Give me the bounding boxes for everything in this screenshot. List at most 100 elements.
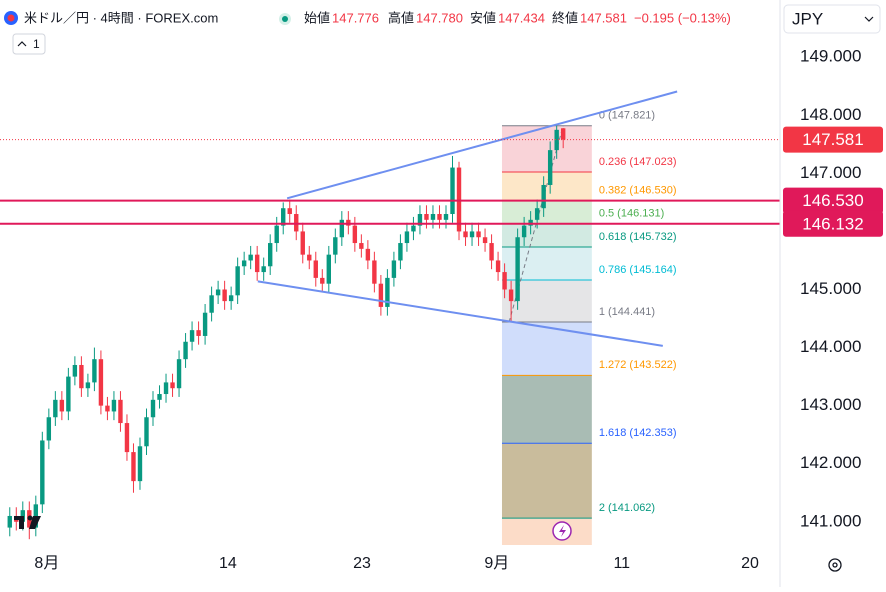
price-badge (783, 187, 883, 214)
fib-level-label: 0 (147.821) (599, 110, 655, 122)
indicator-count: 1 (33, 37, 40, 51)
symbol-icon-inner (7, 14, 15, 22)
x-tick-label: 8月 (34, 555, 59, 572)
fib-band (501, 200, 592, 224)
low-value: 147.434 (498, 10, 545, 25)
fib-band (501, 375, 592, 444)
candle-body (547, 150, 553, 185)
axis-area: 141.000 142.000 143.000 144.000 145.000 147.0… (34, 0, 883, 587)
candle-body (424, 214, 429, 220)
fib-band (501, 443, 592, 519)
candle-body (287, 208, 292, 215)
candle-body (508, 289, 514, 302)
candle-body (254, 254, 260, 273)
candle-body (456, 167, 462, 232)
candle-body (560, 128, 566, 140)
collapse-button[interactable] (12, 33, 46, 55)
candle-body (53, 399, 58, 418)
candle-body (450, 167, 455, 215)
candle-body (144, 417, 149, 447)
candle-body (365, 248, 371, 261)
candle-body (300, 231, 305, 255)
candle-body (515, 237, 520, 302)
candle-body (105, 405, 110, 412)
trend-line (286, 90, 678, 200)
candle-body (333, 237, 338, 255)
currency-dropdown[interactable] (783, 4, 881, 34)
price-badge (783, 210, 883, 237)
candle-body (72, 364, 78, 377)
candle-body (398, 243, 403, 261)
candle-body (391, 260, 397, 278)
candle-body (124, 423, 130, 453)
candle-body (378, 283, 384, 307)
candle-body (476, 231, 481, 238)
fib-level-label: 0.5 (146.131) (599, 208, 664, 220)
last-price-label: 147.581 (802, 130, 863, 149)
currency-label[interactable]: JPY (792, 9, 823, 28)
high-value: 147.780 (416, 10, 463, 25)
candle-body (521, 225, 527, 238)
fib-level-label: 0.786 (145.164) (599, 264, 677, 276)
candle-body (404, 231, 410, 244)
candle-body (294, 214, 299, 232)
candle-body (274, 225, 279, 244)
candle-body (228, 295, 234, 302)
trend-line (257, 280, 663, 347)
candle-body (248, 254, 253, 261)
symbol-title[interactable]: 米ドル／円 · 4時間 · FOREX.com (24, 10, 218, 25)
candle-body (215, 289, 221, 296)
open-label: 始値 (304, 10, 330, 25)
candle-body (170, 382, 175, 389)
candle-body (40, 440, 45, 505)
candle-body (235, 266, 240, 296)
alert-icon[interactable] (552, 521, 572, 541)
candle-body (85, 382, 91, 389)
candle-body (176, 359, 182, 389)
status-dot (282, 16, 288, 22)
x-tick-label: 20 (741, 555, 759, 572)
x-tick-label: 14 (219, 555, 237, 572)
dropdown-arrow (864, 16, 874, 22)
fib-level-label: 0.618 (145.732) (599, 231, 677, 243)
candle-body (430, 214, 436, 220)
candle-body (189, 330, 195, 342)
candle-body (469, 231, 475, 238)
change-value: −0.195 (−0.13%) (634, 10, 731, 25)
candle-body (489, 243, 494, 261)
candle-body (339, 219, 345, 238)
candle-body (33, 504, 39, 528)
candle-body (417, 214, 423, 226)
last-price-badge (783, 126, 883, 153)
y-tick-label: 148.000 (800, 105, 861, 124)
candle-body (98, 359, 104, 406)
y-tick-label: 144.000 (800, 337, 861, 356)
candle-body (150, 399, 156, 418)
candle-body (118, 399, 123, 424)
candle-body (261, 266, 266, 273)
candle-body (7, 515, 12, 528)
candle-body (111, 399, 117, 412)
x-tick-label: 23 (353, 555, 371, 572)
candle-body (352, 225, 358, 244)
candle-body (359, 243, 364, 249)
high-label: 高値 (388, 10, 414, 25)
candle-body (209, 295, 214, 313)
y-tick-label: 141.000 (800, 511, 861, 530)
candle-body (20, 510, 25, 522)
low-label: 安値 (470, 10, 496, 25)
settings-icon[interactable] (828, 558, 842, 572)
candle-body (92, 359, 97, 383)
tv-logo[interactable] (14, 515, 41, 530)
candle-body (437, 214, 442, 220)
fib-level-label: 1.272 (143.522) (599, 359, 677, 371)
candle-body (528, 219, 533, 226)
y-tick-label: 142.000 (800, 453, 861, 472)
candle-body (196, 330, 201, 336)
fib-band (501, 321, 592, 376)
fib-level-label: 0.236 (147.023) (599, 156, 677, 168)
candle-body (443, 214, 449, 220)
candle-body (79, 364, 84, 389)
